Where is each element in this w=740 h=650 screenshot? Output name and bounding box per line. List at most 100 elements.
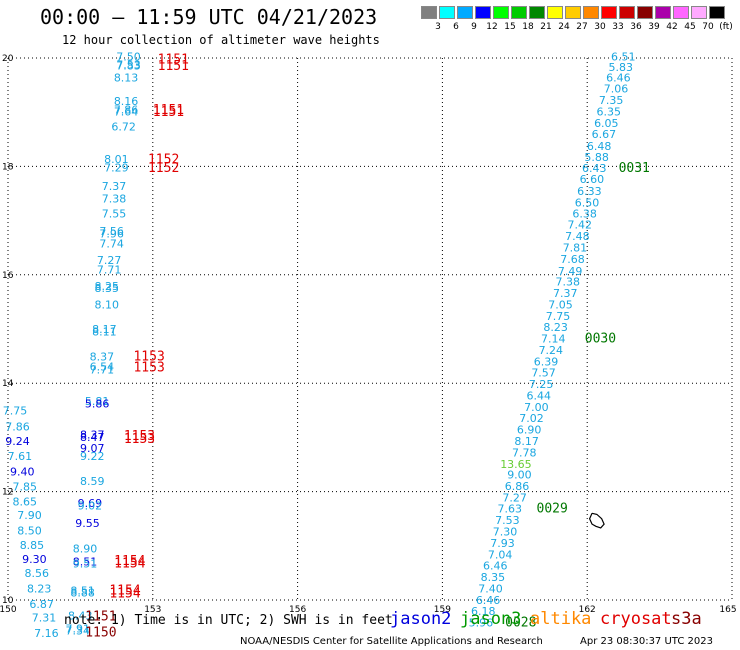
wave-height-value: 6.50 — [575, 197, 600, 210]
pass-time-labels: 1151115111511151115211521153115311531153… — [85, 52, 650, 640]
wave-height-value: 5.81 — [85, 395, 110, 408]
wave-height-value: 9.51 — [73, 557, 98, 570]
pass-time-label: 1150 — [85, 625, 116, 640]
color-swatch — [421, 6, 437, 19]
pass-time-label: 1153 — [133, 360, 164, 375]
latitude-tick-label: 16 — [2, 271, 14, 281]
color-scale-label: 27 — [576, 22, 588, 32]
wave-height-value: 8.10 — [95, 298, 120, 311]
pass-time-label: 0028 — [505, 616, 536, 631]
wave-height-value: 8.37 — [90, 350, 115, 363]
legend-jason2: jason2 — [390, 609, 452, 629]
color-swatch — [475, 6, 491, 19]
page-title: 00:00 – 11:59 UTC 04/21/2023 — [40, 5, 378, 29]
color-scale-label: 30 — [594, 22, 606, 32]
longitude-tick-label: 165 — [719, 605, 736, 615]
wave-height-value: 7.48 — [565, 230, 590, 243]
color-scale-label: 9 — [471, 22, 477, 32]
wave-height-value: 8.56 — [25, 567, 50, 580]
wave-height-value: 5.96 — [469, 617, 494, 630]
wave-height-value: 7.75 — [3, 405, 28, 418]
wave-height-value: 7.49 — [558, 265, 583, 278]
color-swatch — [439, 6, 455, 19]
wave-height-value: 8.51 — [70, 585, 95, 598]
wave-height-value: 9.00 — [507, 469, 532, 482]
wave-height-value: 7.86 — [5, 420, 30, 433]
wave-height-value: 8.13 — [114, 71, 139, 84]
axis-tick-labels: 150 153 156 159 162 165 20 18 16 14 12 10 — [0, 54, 737, 615]
color-swatch — [619, 6, 635, 19]
wave-height-value: 7.04 — [488, 548, 513, 561]
wave-height-value: 8.23 — [27, 582, 52, 595]
pass-time-label: 0029 — [537, 502, 568, 517]
wave-height-value: 7.68 — [560, 253, 585, 266]
wave-height-value: 7.91 — [66, 623, 91, 636]
longitude-tick-label: 150 — [0, 605, 17, 615]
wave-height-value: 7.35 — [599, 94, 624, 107]
latitude-tick-label: 14 — [2, 379, 14, 389]
pass-time-label: 1151 — [158, 59, 189, 74]
color-swatch — [691, 6, 707, 19]
wave-height-value: 7.55 — [102, 207, 127, 220]
wave-height-value: 7.27 — [97, 254, 122, 267]
longitude-tick-label: 153 — [144, 605, 161, 615]
wave-height-value: 6.05 — [594, 117, 619, 130]
color-scale-label: 36 — [630, 22, 642, 32]
wave-height-value: 8.17 — [92, 323, 117, 336]
color-swatch — [529, 6, 545, 19]
wave-height-value: 7.00 — [524, 401, 549, 414]
wave-height-value: 7.71 — [97, 264, 122, 277]
wave-height-value: 7.53 — [116, 58, 141, 71]
pass-time-label: 1151 — [85, 610, 116, 625]
wave-height-value: 6.86 — [505, 480, 530, 493]
color-swatch — [655, 6, 671, 19]
wave-height-value: 7.38 — [555, 276, 580, 289]
wave-height-value: 6.48 — [587, 140, 612, 153]
map-grid — [7, 57, 733, 601]
color-scale-label: 45 — [684, 22, 696, 32]
color-swatch — [493, 6, 509, 19]
pass-time-label: 1151 — [153, 103, 184, 118]
longitude-tick-label: 159 — [434, 605, 451, 615]
footer-note: note: 1) Time is in UTC; 2) SWH is in fe… — [64, 613, 393, 628]
legend-s3a: s3a — [671, 609, 702, 629]
wave-height-value: 7.78 — [512, 446, 537, 459]
wave-height-value: 7.83 — [116, 59, 141, 72]
wave-height-value: 6.44 — [527, 389, 552, 402]
pass-time-label: 1153 — [124, 429, 155, 444]
wave-height-value: 7.93 — [490, 537, 515, 550]
wave-height-value: 5.83 — [609, 61, 634, 74]
wave-height-value: 9.40 — [10, 465, 35, 478]
wave-height-value: 6.46 — [483, 560, 508, 573]
wave-height-value: 6.43 — [582, 162, 607, 175]
wave-height-value: 9.02 — [78, 499, 103, 512]
color-scale-label: 33 — [612, 22, 624, 32]
wave-height-value: 8.35 — [95, 282, 120, 295]
color-scale-label: 6 — [453, 22, 459, 32]
credit-line: NOAA/NESDIS Center for Satellite Applica… — [240, 636, 543, 647]
wave-height-value: 7.06 — [604, 83, 629, 96]
pass-time-label: 0031 — [619, 161, 650, 176]
wave-height-value: 8.51 — [73, 555, 98, 568]
pass-time-label: 1154 — [114, 556, 145, 571]
color-scale-label: 12 — [486, 22, 498, 32]
wave-height-value: 8.88 — [70, 587, 95, 600]
longitude-tick-label: 162 — [579, 605, 596, 615]
longitude-tick-label: 156 — [289, 605, 306, 615]
wave-height-value: 9.69 — [78, 497, 103, 510]
wave-height-value: 9.30 — [22, 553, 47, 566]
wave-height-value: 7.05 — [548, 298, 573, 311]
wave-height-value: 6.90 — [517, 424, 542, 437]
color-swatch — [565, 6, 581, 19]
wave-height-value: 7.24 — [539, 344, 564, 357]
latitude-tick-label: 20 — [2, 54, 14, 64]
wave-height-value: 9.07 — [80, 442, 105, 455]
color-scale-label: 42 — [666, 22, 678, 32]
wave-height-value: 9.55 — [75, 517, 100, 530]
wave-height-value: 7.81 — [563, 241, 588, 254]
wave-height-value: 7.57 — [531, 367, 556, 380]
wave-height-value: 6.46 — [606, 71, 631, 84]
wave-height-value: 6.18 — [471, 605, 496, 618]
latitude-tick-label: 12 — [2, 488, 13, 498]
